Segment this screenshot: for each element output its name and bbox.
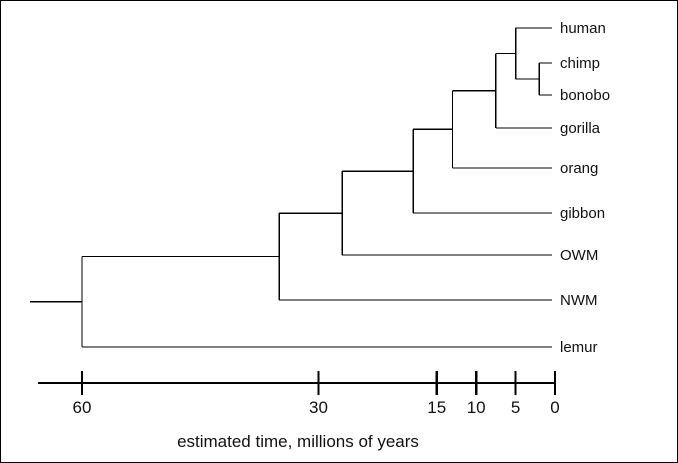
time-axis: 60 30 15 10 5 0 estimated time, millions of y…: [38, 371, 560, 451]
axis-tick-label-0: 0: [550, 398, 559, 417]
axis-tick-label-5: 5: [511, 398, 520, 417]
taxon-label-owm: OWM: [560, 247, 598, 264]
taxon-label-human: human: [560, 20, 606, 37]
taxon-label-gorilla: gorilla: [560, 120, 601, 137]
axis-title: estimated time, millions of years: [177, 432, 419, 451]
axis-tick-label-60: 60: [73, 398, 92, 417]
tree-branches: [30, 27, 552, 348]
axis-ticks: 60 30 15 10 5 0: [73, 371, 560, 417]
taxon-label-gibbon: gibbon: [560, 205, 605, 222]
taxon-label-chimp: chimp: [560, 55, 600, 72]
axis-tick-label-10: 10: [467, 398, 486, 417]
taxon-label-lemur: lemur: [560, 339, 598, 356]
taxon-label-nwm: NWM: [560, 292, 598, 309]
taxon-label-bonobo: bonobo: [560, 87, 610, 104]
taxon-labels: human chimp bonobo gorilla orang gibbon OWM NWM…: [560, 20, 610, 356]
taxon-label-orang: orang: [560, 160, 598, 177]
axis-tick-label-15: 15: [427, 398, 446, 417]
axis-tick-label-30: 30: [309, 398, 328, 417]
